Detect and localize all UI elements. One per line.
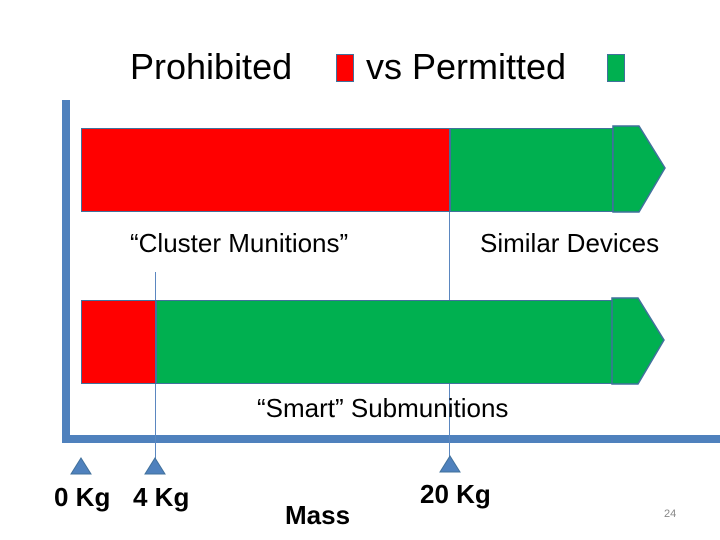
bar-smart-permitted — [156, 300, 613, 384]
arrow-head-top — [612, 125, 666, 213]
triangle-marker-icon — [439, 455, 461, 473]
bar-cluster-munitions — [81, 128, 450, 212]
page-number: 24 — [664, 508, 677, 520]
bar-similar-devices — [450, 128, 613, 212]
arrow-head-bottom — [611, 297, 665, 385]
triangle-marker-icon — [70, 457, 92, 475]
title-prohibited: Prohibited — [130, 46, 293, 87]
x-axis-line — [62, 435, 720, 443]
triangle-marker-icon — [144, 457, 166, 475]
permitted-swatch — [607, 54, 625, 82]
tick-label-20kg: 20 Kg — [420, 479, 491, 509]
axis-label-mass: Mass — [285, 500, 351, 530]
bar-smart-prohibited — [81, 300, 156, 384]
tick-label-0kg: 0 Kg — [54, 482, 111, 512]
title-permitted: vs Permitted — [366, 46, 567, 87]
y-axis-line — [62, 100, 70, 442]
prohibited-swatch — [336, 54, 354, 82]
label-smart-submunitions: “Smart” Submunitions — [257, 393, 509, 423]
guide-line-20kg — [449, 128, 450, 458]
label-cluster-munitions: “Cluster Munitions” — [130, 228, 349, 258]
label-similar-devices: Similar Devices — [480, 228, 660, 258]
tick-label-4kg: 4 Kg — [133, 482, 190, 512]
